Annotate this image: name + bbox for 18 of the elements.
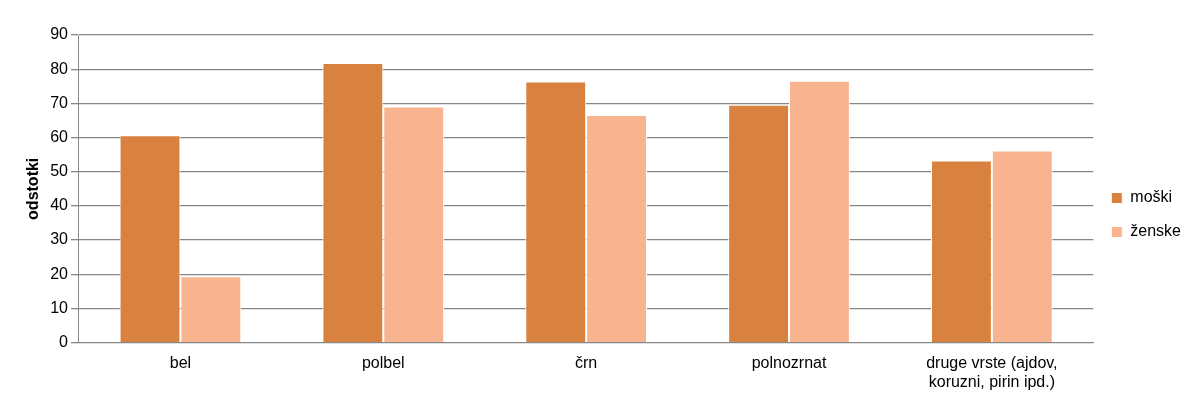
y-tick-label: 80	[50, 59, 69, 77]
y-tick-label: 10	[50, 298, 69, 316]
legend-label: ženske	[1130, 222, 1182, 240]
y-tick-label: 20	[50, 264, 69, 282]
x-tick-label: polbel	[361, 353, 405, 371]
legend-label: moški	[1130, 188, 1173, 206]
y-tick-label: 90	[50, 25, 69, 43]
y-tick-label: 30	[50, 230, 69, 248]
y-axis-title: odstotki	[24, 157, 42, 220]
y-tick-label: 0	[59, 333, 69, 351]
x-tick-label: polnozrnat	[751, 353, 827, 371]
y-tick-label: 60	[50, 127, 69, 145]
x-tick-label: črn	[575, 353, 598, 371]
y-tick-label: 40	[50, 196, 69, 214]
x-tick-label: druge vrste (ajdov, koruzni, pirin ipd.)	[926, 353, 1058, 390]
y-tick-label: 70	[50, 93, 69, 111]
y-tick-label: 50	[50, 162, 69, 180]
x-tick-label: bel	[169, 353, 192, 371]
